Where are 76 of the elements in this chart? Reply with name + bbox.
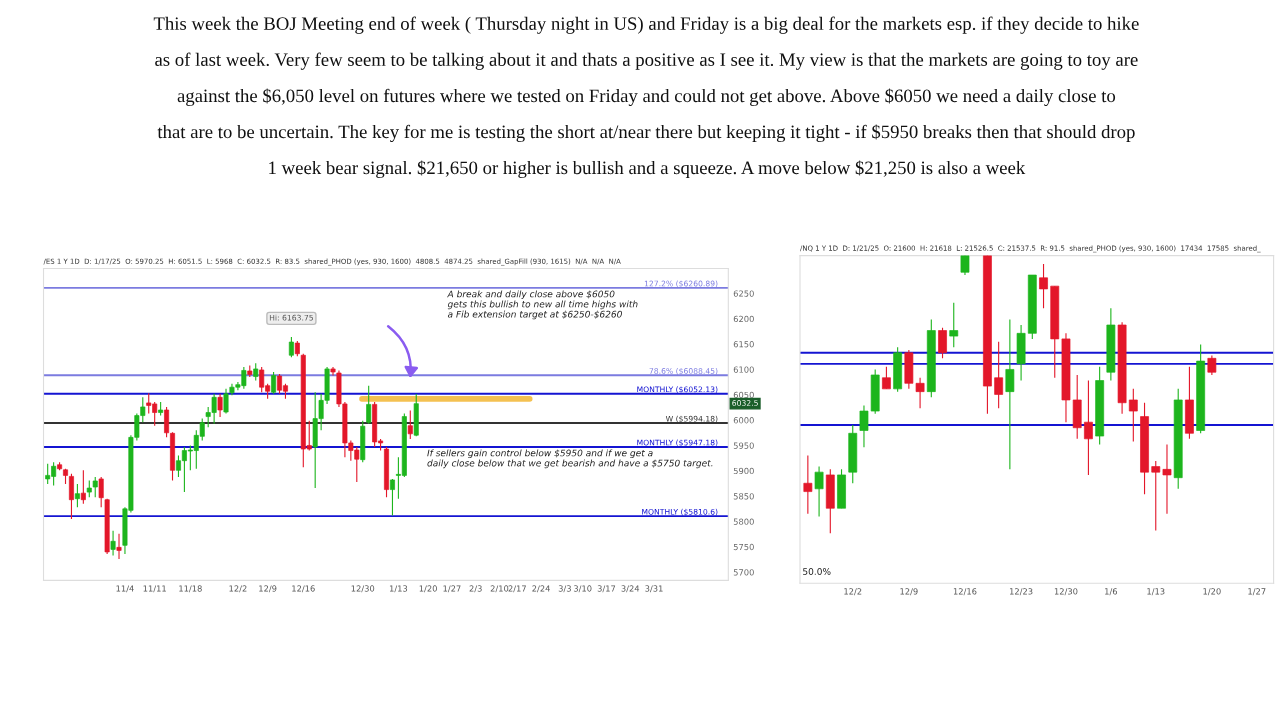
x-tick-label: 1/27 [443, 585, 461, 593]
y-tick-label: 5800 [733, 518, 754, 525]
x-tick-label: 1/6 [1105, 588, 1118, 596]
y-tick-label: 6200 [733, 315, 754, 323]
x-tick-label: 2/3 [469, 585, 482, 593]
y-tick-label: 6150 [733, 341, 754, 348]
candlestick [1039, 263, 1048, 309]
y-tick-label: 6250 [733, 290, 754, 297]
candlestick [110, 530, 116, 557]
text: This week the BOJ Meeting end of week ( Thursday night in US) and Friday is a big deal for the markets esp. if they decide to hike [153, 16, 1139, 34]
x-tick-label: 3/17 [597, 585, 616, 593]
x-tick-label: 1/20 [419, 585, 437, 593]
x-tick-label: 12/30 [1054, 588, 1078, 596]
candlestick [389, 478, 395, 516]
candlestick [1162, 443, 1172, 515]
x-tick-label: 3/3 [558, 585, 571, 593]
y-tick-label: 5900 [733, 467, 754, 475]
x-tick-label: 3/10 [573, 585, 592, 593]
text: 1 week bear signal. $21,650 or higher is bullish and a squeeze. A move below $21,250 is also a week [269, 160, 1026, 179]
candlestick [803, 454, 813, 515]
candlestick [223, 388, 229, 415]
candlestick [1084, 379, 1093, 476]
y-tick-label: 5950 [733, 442, 754, 449]
candlestick [98, 476, 104, 508]
candlestick [288, 336, 294, 358]
text: against the $6,050 level on futures where we tested on Friday and could not get above. Above $6050 we need a daily close to [177, 88, 1116, 107]
y-tick-label: 5850 [733, 493, 754, 500]
candlestick [859, 404, 869, 448]
candlestick [1005, 318, 1015, 470]
text: 50.0% [803, 568, 831, 575]
candlestick [217, 393, 223, 418]
candlestick [949, 302, 959, 348]
x-tick-label: 1/27 [1248, 588, 1266, 596]
x-tick-label: 12/16 [953, 588, 977, 596]
candlestick [74, 483, 80, 508]
text: that are to be uncertain. The key for me is testing the short at/near there but keeping it tight - if $5950 breaks then that should drop [157, 124, 1135, 143]
x-tick-label: 12/9 [900, 588, 918, 596]
x-tick-label: 12/30 [351, 585, 375, 593]
candlestick [1207, 354, 1217, 376]
y-tick-label: 5750 [733, 543, 754, 551]
x-tick-label: 12/2 [844, 588, 862, 596]
annotation: If sellers gain control below $5950 and if we get a daily close below that we get bearish and have a $5750 target. [427, 449, 713, 469]
candlestick [994, 341, 1004, 409]
candlestick [882, 366, 891, 390]
x-tick-label: 12/16 [292, 585, 315, 593]
candlestick [271, 371, 277, 395]
x-tick-label: 11/11 [143, 585, 166, 593]
candlestick [814, 466, 824, 518]
y-tick-label: 5700 [733, 569, 754, 576]
candlestick [1151, 460, 1161, 532]
x-tick-label: 11/4 [116, 585, 134, 593]
y-tick-label: 6000 [733, 417, 754, 424]
x-tick-label: 2/10 [490, 585, 509, 593]
x-tick-label: 12/23 [1010, 588, 1033, 596]
candlestick [366, 385, 372, 425]
candlestick [116, 533, 122, 560]
text: as of last week. Very few seem to be talking about it and thats a positive as I see it. My view is that the markets are going to toy are [155, 52, 1138, 70]
x-tick-label: 12/9 [259, 585, 277, 593]
candlestick [1128, 388, 1138, 443]
y-tick-label: 6050 [733, 391, 754, 399]
candlestick [938, 327, 947, 359]
candlestick [80, 469, 86, 505]
x-tick-label: 1/13 [1147, 588, 1165, 596]
x-tick-label: 2/24 [532, 585, 550, 593]
x-tick-label: 11/18 [179, 585, 202, 593]
x-tick-label: 3/24 [621, 585, 640, 593]
candlestick [68, 473, 74, 520]
candlestick [164, 406, 170, 438]
annotation: A break and daily close above $6050 gets this bullish to new all time highs with a Fib extension target at $6250-$6260 [447, 290, 638, 320]
y-tick-label: 6100 [733, 366, 754, 373]
x-tick-label: 2/17 [508, 585, 526, 593]
x-tick-label: 12/2 [229, 585, 247, 593]
x-tick-label: 3/31 [645, 585, 663, 593]
x-tick-label: 1/20 [1203, 588, 1221, 596]
x-tick-label: 1/13 [389, 585, 408, 593]
candlestick [407, 409, 413, 440]
